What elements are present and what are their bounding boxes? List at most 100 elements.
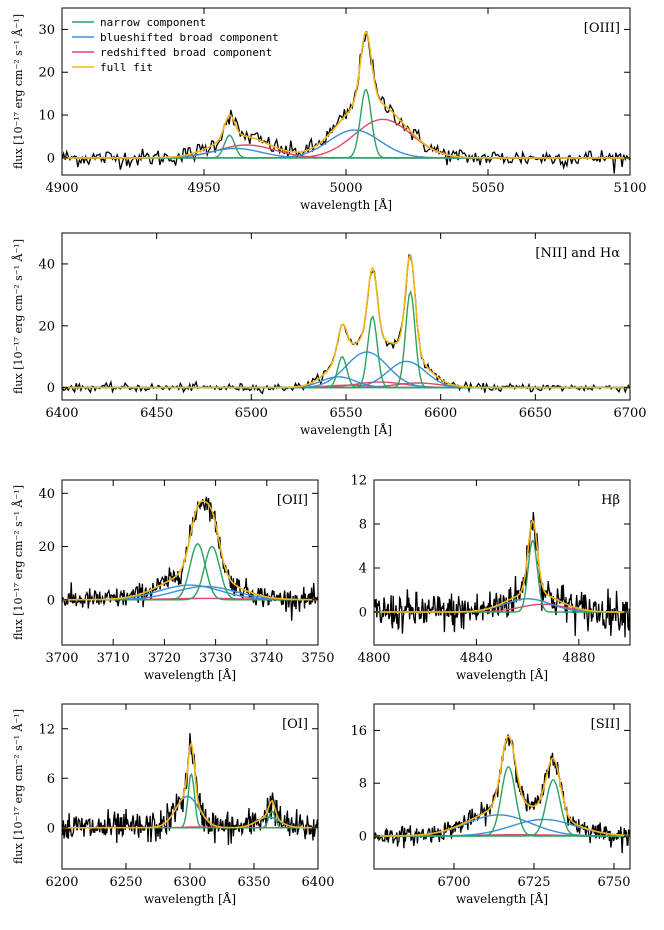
observed-spectrum (62, 30, 630, 174)
full-fit (374, 735, 630, 837)
y-tick-label: 20 (38, 319, 55, 334)
panel-title: [OII] (277, 493, 308, 508)
y-tick-label: 0 (47, 381, 55, 396)
narrow-component-2 (62, 545, 318, 601)
narrow-component-2 (62, 88, 630, 159)
redshifted-broad-component-2 (62, 381, 630, 389)
y-tick-label: 40 (38, 487, 55, 502)
panel-sii: 6700 6725 6750 0 8 16 wavelength [Å] [SII] (350, 703, 631, 906)
y-tick-label: 0 (359, 830, 367, 845)
y-tick-label: 0 (47, 821, 55, 836)
x-tick-label: 3750 (301, 651, 334, 666)
x-tick-label: 6700 (613, 406, 646, 421)
y-tick-label: 20 (38, 540, 55, 555)
x-tick-label: 5100 (613, 181, 646, 196)
x-axis-label: wavelength [Å] (300, 422, 392, 437)
x-axis-label: wavelength [Å] (144, 667, 236, 682)
y-axis-label: flux [10⁻¹⁷ erg cm⁻² s⁻¹ Å⁻¹] (11, 239, 25, 394)
x-tick-label: 5050 (471, 181, 504, 196)
y-tick-label: 12 (350, 474, 367, 489)
x-tick-label: 3710 (97, 651, 130, 666)
narrow-component-2 (62, 315, 630, 389)
x-tick-label: 4900 (45, 181, 78, 196)
x-tick-label: 6550 (329, 406, 362, 421)
x-tick-label: 3700 (45, 651, 78, 666)
x-tick-label: 6650 (519, 406, 552, 421)
y-tick-label: 4 (359, 562, 367, 577)
x-tick-label: 6600 (424, 406, 457, 421)
legend-blueshifted-label: blueshifted broad component (100, 31, 279, 44)
panel-title: [SII] (591, 717, 620, 732)
plot-area (62, 30, 630, 174)
panel-hbeta: 4800 4840 4880 0 4 8 12 wavelength [Å] Hβ (350, 474, 631, 682)
y-axis-label: flux [10⁻¹⁷ erg cm⁻² s⁻¹ Å⁻¹] (11, 14, 25, 169)
narrow-component-1 (374, 765, 630, 837)
panel-nii-halpha: 6400 6450 6500 6550 6600 6650 6700 0 20 40 wavelen… (11, 232, 647, 437)
x-tick-label: 3740 (250, 651, 283, 666)
y-tick-label: 16 (350, 724, 367, 739)
y-tick-label: 0 (47, 593, 55, 608)
x-tick-label: 3730 (199, 651, 232, 666)
x-tick-label: 6450 (140, 406, 173, 421)
y-axis-label: flux [10⁻¹⁷ erg cm⁻² s⁻¹ Å⁻¹] (11, 709, 25, 864)
x-tick-label: 6200 (45, 875, 78, 890)
plot-area (62, 253, 630, 395)
plot-area (374, 512, 630, 638)
x-tick-label: 6500 (235, 406, 268, 421)
x-axis-label: wavelength [Å] (144, 891, 236, 906)
y-tick-label: 10 (38, 109, 55, 124)
full-fit (62, 253, 630, 389)
plot-area (62, 496, 318, 621)
x-tick-label: 4800 (357, 651, 390, 666)
x-tick-label: 6750 (597, 875, 630, 890)
x-tick-label: 4840 (460, 651, 493, 666)
y-tick-label: 8 (359, 777, 367, 792)
panel-oii: 3700 3710 3720 3730 3740 3750 0 20 40 wavelength … (11, 479, 335, 682)
observed-spectrum (62, 253, 630, 395)
narrow-component-1 (62, 356, 630, 389)
axes-frame (373, 479, 631, 646)
y-tick-label: 0 (359, 606, 367, 621)
full-fit (62, 742, 318, 829)
axes-frame (61, 479, 319, 646)
x-tick-label: 6300 (173, 875, 206, 890)
axes-frame (61, 703, 319, 870)
y-tick-label: 20 (38, 66, 55, 81)
plot-area (62, 733, 318, 845)
x-tick-label: 6725 (517, 875, 550, 890)
narrow-component-3 (62, 289, 630, 389)
y-tick-label: 0 (47, 151, 55, 166)
y-tick-label: 30 (38, 23, 55, 38)
panel-title: Hβ (601, 493, 620, 508)
x-tick-label: 5000 (329, 181, 362, 196)
panel-oiii: 4900 4950 5000 5050 5100 0 10 20 30 wavelength [Å… (11, 7, 647, 212)
full-fit (374, 519, 630, 613)
legend: narrow component blueshifted broad compon… (72, 16, 279, 74)
full-fit (62, 31, 630, 159)
x-tick-label: 6400 (45, 406, 78, 421)
plot-area (374, 734, 630, 854)
blueshifted-broad-component-2 (62, 351, 630, 389)
observed-spectrum (62, 733, 318, 845)
y-tick-label: 12 (38, 722, 55, 737)
x-tick-label: 4950 (187, 181, 220, 196)
axes-frame (373, 703, 631, 870)
x-axis-label: wavelength [Å] (456, 891, 548, 906)
y-tick-label: 6 (47, 772, 55, 787)
observed-spectrum (62, 496, 318, 621)
x-axis-label: wavelength [Å] (456, 667, 548, 682)
x-tick-label: 6250 (109, 875, 142, 890)
y-tick-label: 40 (38, 257, 55, 272)
x-tick-label: 4880 (562, 651, 595, 666)
x-tick-label: 3720 (148, 651, 181, 666)
redshifted-broad-component-2 (62, 118, 630, 159)
x-axis-label: wavelength [Å] (300, 197, 392, 212)
legend-narrow-label: narrow component (100, 16, 206, 29)
panel-title: [OIII] (584, 21, 620, 36)
y-tick-label: 8 (359, 518, 367, 533)
full-fit (62, 500, 318, 601)
x-tick-label: 6350 (237, 875, 270, 890)
observed-spectrum (374, 512, 630, 638)
legend-full-fit-label: full fit (100, 61, 153, 74)
panel-title: [OI] (282, 717, 308, 732)
